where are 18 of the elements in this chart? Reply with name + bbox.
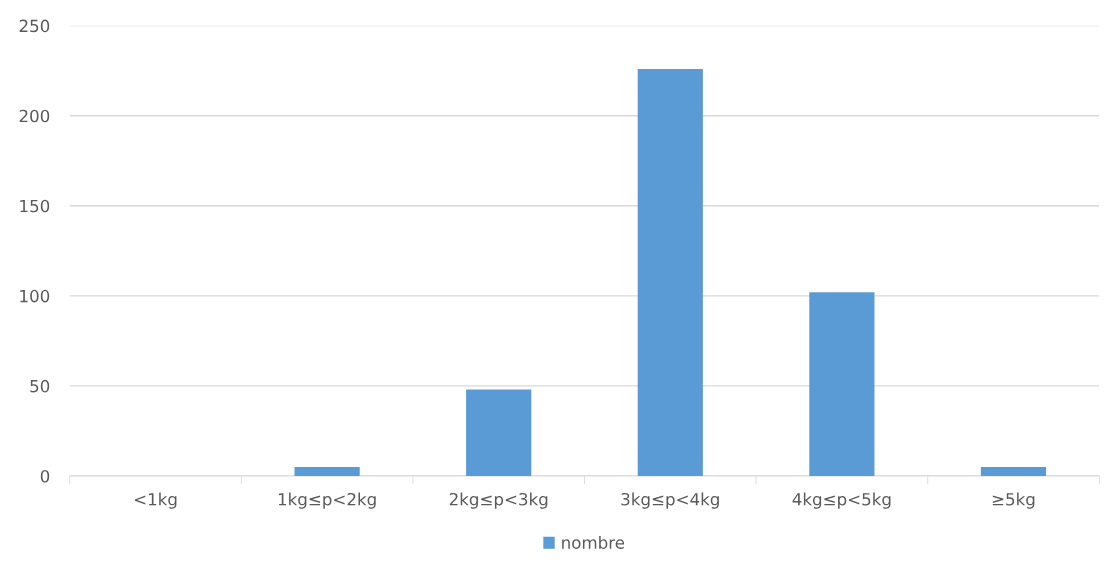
bar [980,466,1047,476]
legend-label: nombre [562,535,625,549]
x-tick-label: 4kg≤p<5kg [792,492,891,509]
x-tick-label: ≥5kg [992,492,1035,509]
y-tick-label: 150 [20,199,50,213]
bar [294,466,360,476]
bar [637,68,703,476]
y-tick-label: 200 [19,109,50,123]
x-tick-label: 3kg≤p<4kg [621,492,719,509]
bar [809,292,875,476]
y-tick-label: 250 [19,19,50,33]
x-tick-label: <1kg [134,492,177,509]
y-tick-label: 50 [30,379,50,393]
y-tick-label: 100 [20,289,50,303]
bar [466,389,532,476]
y-tick-label: 0 [40,469,50,483]
x-tick-label: 1kg≤p<2kg [278,492,376,509]
x-tick-label: 2kg≤p<3kg [449,492,548,509]
